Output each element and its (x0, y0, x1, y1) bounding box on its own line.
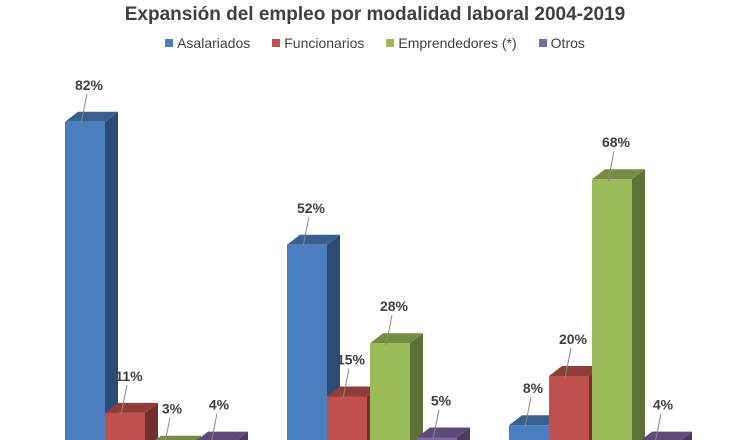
data-label-asalariados: 52% (297, 200, 326, 216)
bar-side-emprendedores (410, 333, 423, 440)
leader-line (120, 384, 128, 415)
leader-line (80, 93, 88, 124)
bar-side-otros (681, 431, 692, 440)
bar-emprendedores (370, 343, 410, 440)
bar-funcionarios (105, 412, 145, 440)
data-label-otros: 4% (653, 397, 674, 413)
data-label-otros: 4% (209, 397, 230, 413)
legend-label: Funcionarios (284, 35, 365, 51)
data-label-funcionarios: 20% (559, 331, 588, 347)
bar-side-emprendedores (632, 169, 645, 440)
chart-title: Expansión del empleo por modalidad labor… (124, 4, 626, 25)
bar-funcionarios (549, 376, 589, 440)
bar-side-otros (237, 431, 248, 440)
bar-top-funcionarios (327, 386, 380, 397)
bar-top-otros (417, 427, 470, 438)
legend-label: Otros (550, 35, 585, 51)
data-label-funcionarios: 15% (337, 352, 366, 368)
bar-top-otros (197, 431, 248, 440)
data-label-emprendedores: 3% (162, 401, 183, 417)
data-label-asalariados: 82% (75, 77, 104, 93)
legend-item-funcionarios: Funcionarios (272, 35, 364, 51)
legend-item-asalariados: Asalariados (165, 35, 250, 51)
bar-asalariados (287, 244, 327, 440)
bar-side-asalariados (327, 234, 340, 440)
leader-line (655, 413, 662, 440)
legend-item-emprendedores: Emprendedores (*) (386, 35, 517, 51)
bar-otros (417, 437, 457, 440)
bar-top-emprendedores (370, 333, 423, 344)
bar-top-funcionarios (549, 366, 602, 376)
bar-top-asalariados (65, 111, 118, 122)
data-label-funcionarios: 11% (115, 368, 143, 384)
legend-label: Emprendedores (*) (398, 35, 517, 51)
leader-line (524, 397, 532, 428)
data-label-asalariados: 8% (523, 380, 544, 396)
legend-swatch (538, 39, 547, 47)
legend-swatch (386, 39, 395, 47)
leader-line (165, 417, 171, 440)
legend-swatch (165, 39, 174, 47)
legend-label: Asalariados (177, 35, 251, 51)
legend-item-otros: Otros (538, 35, 585, 51)
leader-line (385, 315, 393, 346)
leader-line (432, 409, 440, 440)
bar-funcionarios (327, 396, 367, 440)
legend-swatch (272, 39, 281, 47)
bar-side-funcionarios (145, 402, 158, 440)
bar-asalariados (509, 425, 549, 440)
bar-side-otros (457, 427, 470, 440)
bar-asalariados (65, 121, 105, 440)
bar-top-emprendedores (155, 435, 201, 440)
leader-line (564, 347, 572, 379)
leader-line (607, 151, 615, 182)
bar-emprendedores (592, 179, 632, 440)
bar-top-asalariados (287, 234, 340, 245)
bar-top-otros (641, 431, 692, 440)
bar-side-asalariados (105, 111, 118, 440)
data-label-emprendedores: 28% (380, 298, 409, 314)
leader-line (342, 368, 350, 399)
leader-line (211, 413, 218, 440)
data-label-otros: 5% (431, 393, 452, 409)
leader-line (302, 216, 310, 247)
legend: Asalariados Funcionarios Emprendedores (… (0, 35, 750, 51)
data-label-emprendedores: 68% (602, 134, 631, 150)
bar-top-emprendedores (592, 169, 645, 180)
bar-top-funcionarios (105, 402, 158, 413)
bar-top-asalariados (509, 415, 562, 426)
